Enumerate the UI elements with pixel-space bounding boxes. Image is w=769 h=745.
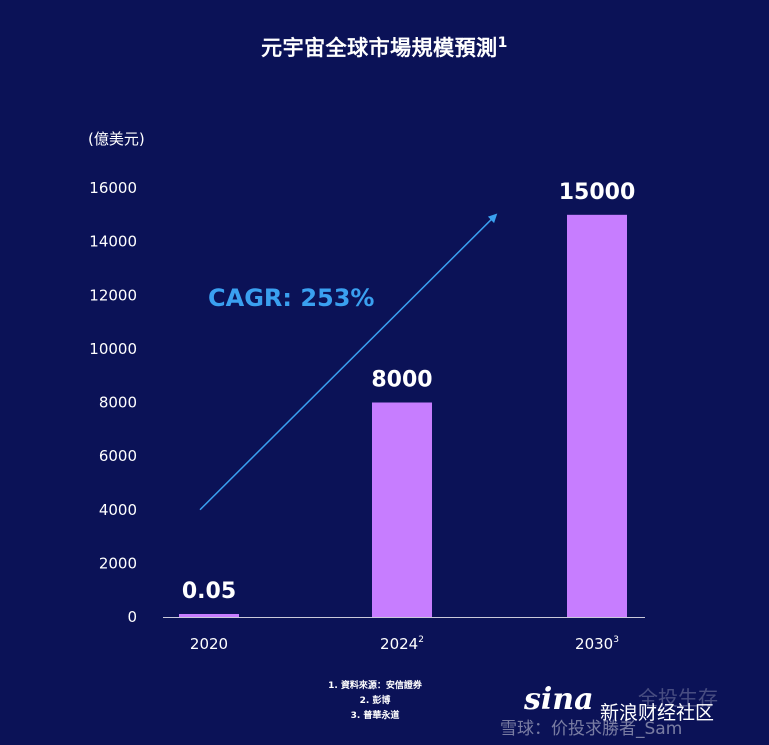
y-tick-label: 14000: [89, 233, 137, 251]
footnote-3: 3. 普華永道: [350, 711, 400, 721]
x-tick-label-2030: 20303: [575, 635, 619, 653]
y-tick-label: 12000: [89, 286, 137, 304]
y-tick-label: 10000: [89, 340, 137, 358]
bar-2030: [567, 214, 627, 617]
y-tick-label: 16000: [89, 179, 137, 197]
data-label-2030: 15000: [559, 180, 636, 205]
x-tick-superscript: 3: [613, 635, 619, 645]
cagr-arrow: [199, 213, 498, 511]
data-label-2024: 8000: [371, 368, 432, 393]
footnote-1: 1. 資料來源：安信證券: [328, 681, 422, 691]
y-axis-label: (億美元): [88, 130, 145, 148]
data-label-2020: 0.05: [182, 579, 236, 604]
title-superscript: 1: [497, 35, 508, 51]
bar-2024: [372, 402, 432, 617]
chart-title: 元宇宙全球市場規模預測1: [261, 35, 508, 60]
x-tick-label-2024: 20242: [380, 635, 424, 653]
y-tick-label: 8000: [99, 394, 137, 412]
cagr-annotation: CAGR: 253%: [208, 284, 374, 312]
x-tick-superscript: 2: [418, 635, 424, 645]
y-tick-label: 4000: [99, 501, 137, 519]
bar-2020: [179, 614, 239, 617]
footnote-2: 2. 彭博: [359, 696, 391, 706]
y-tick-label: 0: [127, 608, 137, 626]
x-tick-label-2020: 2020: [190, 635, 228, 653]
y-tick-label: 2000: [99, 554, 137, 572]
footnotes: 1. 資料來源：安信證券 2. 彭博 3. 普華永道: [260, 679, 490, 724]
y-tick-label: 6000: [99, 447, 137, 465]
